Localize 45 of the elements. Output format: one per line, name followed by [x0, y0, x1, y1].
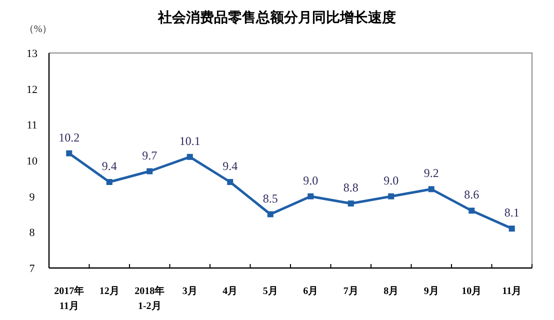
x-tick-label: 5月 — [262, 286, 278, 297]
point — [186, 154, 193, 160]
point — [267, 211, 274, 218]
y-tick-label: 9 — [29, 191, 36, 204]
x-tick-label: 4月 — [222, 286, 238, 297]
point — [308, 193, 314, 200]
data-label: 10.1 — [179, 134, 200, 148]
y-tick-label: 12 — [26, 84, 38, 96]
data-label: 9.7 — [142, 148, 158, 162]
data-label: 9.2 — [424, 166, 439, 180]
chart-title: 社会消费品零售总额分月同比增长速度 — [157, 9, 396, 26]
y-tick-label: 13 — [26, 48, 38, 60]
x-tick-label: 2017年 11月 — [54, 285, 84, 312]
x-tick-label: 9月 — [424, 286, 439, 297]
x-tick-label: 11月 — [502, 286, 522, 297]
y-tick-label: 10 — [26, 156, 38, 168]
data-label: 9.4 — [102, 159, 117, 173]
data-label: 9.0 — [303, 173, 318, 188]
x-tick-label: 7月 — [343, 286, 358, 297]
data-label: 8.8 — [343, 180, 358, 194]
point — [508, 226, 515, 232]
point — [468, 208, 475, 214]
point — [227, 179, 234, 185]
point — [348, 200, 354, 206]
x-tick-label: 12月 — [99, 286, 120, 297]
y-tick-label: 8 — [29, 227, 36, 240]
data-label: 10.2 — [58, 130, 80, 144]
data-label: 8.5 — [262, 191, 278, 206]
point — [106, 179, 112, 185]
point — [388, 193, 394, 200]
y-tick-label: 11 — [26, 120, 38, 132]
x-tick-label: 8月 — [384, 286, 399, 297]
point — [146, 168, 153, 174]
x-tick-label: 2018年 1-2月 — [134, 285, 165, 312]
point — [428, 186, 434, 192]
x-tick-label: 6月 — [303, 286, 318, 297]
x-tick-label: 10月 — [462, 286, 482, 297]
data-label: 9.0 — [384, 173, 399, 188]
data-label: 8.1 — [504, 206, 520, 220]
y-axis-title: （%） — [24, 24, 52, 35]
y-tick-label: 7 — [29, 263, 36, 275]
x-tick-label: 3月 — [182, 286, 198, 297]
data-label: 9.4 — [222, 159, 238, 173]
point — [66, 150, 72, 156]
data-label: 8.6 — [464, 188, 480, 202]
